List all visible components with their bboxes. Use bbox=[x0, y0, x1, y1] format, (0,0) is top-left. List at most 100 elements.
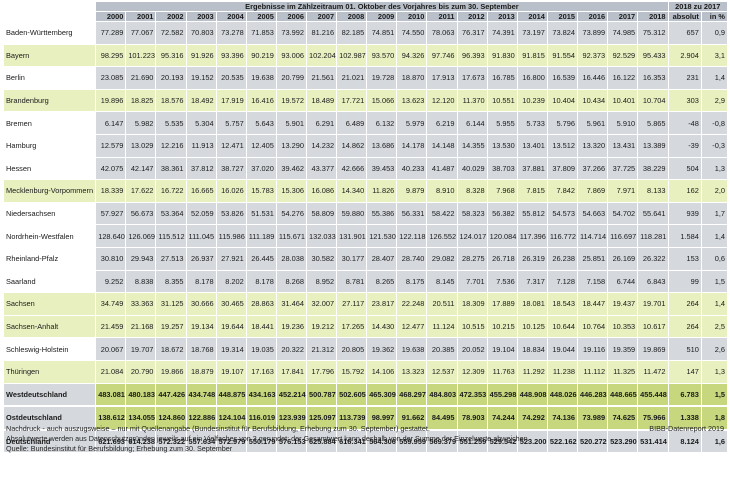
value-cell: 95.316 bbox=[155, 44, 187, 68]
value-cell: 5.982 bbox=[125, 111, 157, 135]
percent-change-cell: 1,4 bbox=[701, 224, 729, 248]
percent-change-header: in % bbox=[701, 11, 729, 22]
value-cell: 29.082 bbox=[426, 247, 458, 271]
value-cell: 19.638 bbox=[396, 337, 428, 361]
value-cell: 455.448 bbox=[637, 383, 669, 408]
value-cell: 18.309 bbox=[457, 292, 488, 316]
value-cell: 19.638 bbox=[246, 66, 277, 90]
value-cell: 28.863 bbox=[246, 292, 277, 316]
value-cell: 531.414 bbox=[637, 429, 669, 455]
value-cell: 54.702 bbox=[607, 202, 639, 226]
value-cell: 19.152 bbox=[186, 66, 217, 90]
value-cell: 82.185 bbox=[336, 21, 368, 45]
row-label: Rheinland-Pfalz bbox=[4, 247, 97, 271]
value-cell: 7.971 bbox=[607, 179, 639, 203]
value-cell: 18.339 bbox=[95, 179, 127, 203]
value-cell: 18.825 bbox=[125, 89, 157, 113]
value-cell: 16.416 bbox=[246, 89, 277, 113]
row-label: Saarland bbox=[4, 270, 97, 294]
year-header: 2014 bbox=[517, 11, 548, 22]
year-header-row: 2000 2001 2002 2003 2004 2005 2006 2007 2008 2009… bbox=[4, 11, 729, 22]
percent-change-cell: -0,8 bbox=[701, 111, 729, 135]
value-cell: 138.612 bbox=[95, 406, 127, 431]
value-cell: 6.291 bbox=[306, 111, 338, 135]
value-cell: 121.530 bbox=[366, 224, 398, 248]
value-cell: 8.268 bbox=[276, 270, 307, 294]
value-cell: 15.783 bbox=[246, 179, 277, 203]
value-cell: 19.359 bbox=[607, 337, 639, 361]
value-cell: 26.319 bbox=[517, 247, 548, 271]
year-header: 2011 bbox=[426, 11, 458, 22]
value-cell: 77.067 bbox=[125, 21, 157, 45]
percent-change-cell: 1,5 bbox=[701, 270, 729, 294]
year-header: 2005 bbox=[246, 11, 277, 22]
year-header: 2001 bbox=[125, 11, 157, 22]
value-cell: 20.067 bbox=[95, 337, 127, 361]
absolute-change-cell: 303 bbox=[668, 89, 702, 113]
percent-change-cell: 0,9 bbox=[701, 21, 729, 45]
value-cell: 5.796 bbox=[547, 111, 578, 135]
value-cell: 58.422 bbox=[426, 202, 458, 226]
percent-change-cell: 2,6 bbox=[701, 337, 729, 361]
value-cell: 74.292 bbox=[517, 406, 548, 431]
value-cell: 17.622 bbox=[125, 179, 157, 203]
value-cell: 32.007 bbox=[306, 292, 338, 316]
value-cell: 81.216 bbox=[306, 21, 338, 45]
value-cell: 5.643 bbox=[246, 111, 277, 135]
value-cell: 12.405 bbox=[246, 134, 277, 158]
value-cell: 465.309 bbox=[366, 383, 398, 408]
table-row: Sachsen 34.749 33.363 31.125 30.666 30.465 28.… bbox=[4, 292, 729, 316]
value-cell: 25.851 bbox=[577, 247, 609, 271]
absolute-change-cell: 147 bbox=[668, 360, 702, 384]
table-row: Deutschland 621.693 614.238 572.322 557.634 5… bbox=[4, 429, 729, 455]
value-cell: 13.320 bbox=[577, 134, 609, 158]
value-cell: 18.543 bbox=[547, 292, 578, 316]
value-cell: 57.927 bbox=[95, 202, 127, 226]
value-cell: 17.265 bbox=[336, 315, 368, 339]
value-cell: 6.132 bbox=[366, 111, 398, 135]
value-cell: 15.066 bbox=[366, 89, 398, 113]
value-cell: 23.085 bbox=[95, 66, 127, 90]
percent-change-cell: 1,6 bbox=[701, 429, 729, 455]
year-header: 2004 bbox=[216, 11, 247, 22]
value-cell: 18.492 bbox=[186, 89, 217, 113]
value-cell: 21.168 bbox=[125, 315, 157, 339]
value-cell: 19.212 bbox=[306, 315, 338, 339]
value-cell: 500.787 bbox=[306, 383, 338, 408]
value-cell: 31.464 bbox=[276, 292, 307, 316]
absolute-change-cell: 8.124 bbox=[668, 429, 702, 455]
value-cell: 12.537 bbox=[426, 360, 458, 384]
value-cell: 20.805 bbox=[336, 337, 368, 361]
table-row: Saarland 9.252 8.838 8.355 8.178 8.202 8.178 8.… bbox=[4, 270, 729, 294]
value-cell: 21.021 bbox=[336, 66, 368, 90]
value-cell: 72.582 bbox=[155, 21, 187, 45]
value-cell: 18.870 bbox=[396, 66, 428, 90]
value-cell: 10.401 bbox=[607, 89, 639, 113]
value-cell: 5.955 bbox=[487, 111, 518, 135]
value-cell: 20.511 bbox=[426, 292, 458, 316]
value-cell: 6.489 bbox=[336, 111, 368, 135]
value-cell: 23.817 bbox=[366, 292, 398, 316]
row-label: Deutschland bbox=[4, 429, 97, 455]
value-cell: 16.785 bbox=[487, 66, 518, 90]
value-cell: 74.985 bbox=[607, 21, 639, 45]
value-cell: 124.017 bbox=[457, 224, 488, 248]
absolute-change-cell: 510 bbox=[668, 337, 702, 361]
value-cell: 26.169 bbox=[607, 247, 639, 271]
value-cell: 21.459 bbox=[95, 315, 127, 339]
value-cell: 13.389 bbox=[637, 134, 669, 158]
row-label: Baden-Württemberg bbox=[4, 21, 97, 45]
value-cell: 8.910 bbox=[426, 179, 458, 203]
value-cell: 625.884 bbox=[306, 429, 338, 455]
table-row: Rheinland-Pfalz 30.810 29.943 27.513 26.937 2… bbox=[4, 247, 729, 271]
value-cell: 19.107 bbox=[216, 360, 247, 384]
value-cell: 93.570 bbox=[366, 44, 398, 68]
row-label: Sachsen bbox=[4, 292, 97, 316]
value-cell: 92.373 bbox=[577, 44, 609, 68]
value-cell: 125.097 bbox=[306, 406, 338, 431]
year-header: 2000 bbox=[95, 11, 127, 22]
value-cell: 19.044 bbox=[547, 337, 578, 361]
value-cell: 576.153 bbox=[276, 429, 307, 455]
value-cell: 21.690 bbox=[125, 66, 157, 90]
table-row: Westdeutschland 483.081 480.183 447.426 434.… bbox=[4, 383, 729, 408]
